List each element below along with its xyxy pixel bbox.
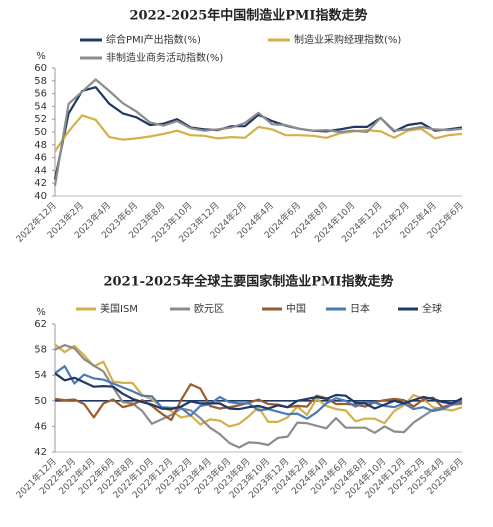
y-tick-label: 48 — [34, 140, 47, 151]
y-tick-label: 54 — [34, 101, 47, 112]
chart-title: 2021-2025年全球主要国家制造业PMI指数走势 — [103, 274, 393, 290]
y-tick-label: 58 — [34, 345, 47, 356]
y-tick-label: 52 — [34, 114, 47, 125]
series-line — [54, 114, 463, 152]
series-line — [53, 78, 463, 186]
y-tick-label: 42 — [34, 447, 47, 458]
series-line — [54, 343, 463, 428]
y-tick-label: 46 — [34, 421, 47, 432]
legend-label: 综合PMI产出指数(%) — [106, 33, 201, 46]
y-tick-label: 54 — [34, 370, 47, 381]
series-line — [54, 372, 463, 411]
y-tick-label: 50 — [34, 396, 47, 407]
legend-label: 欧元区 — [194, 303, 224, 315]
legend-label: 全球 — [422, 302, 442, 315]
legend-label: 日本 — [350, 302, 370, 315]
legend-label: 美国ISM — [100, 302, 138, 315]
legend-label: 中国 — [286, 302, 306, 315]
y-tick-label: 60 — [34, 63, 47, 74]
series-line — [54, 365, 463, 420]
y-tick-label: 42 — [34, 178, 47, 189]
y-tick-label: 62 — [34, 319, 47, 330]
series-line — [54, 383, 463, 422]
y-tick-label: 46 — [34, 153, 47, 164]
y-tick-label: 58 — [34, 76, 47, 87]
y-axis-unit: % — [36, 51, 46, 62]
y-tick-label: 44 — [34, 165, 47, 176]
y-axis-unit: % — [36, 307, 46, 318]
series-line — [54, 344, 463, 449]
y-tick-label: 50 — [34, 127, 47, 138]
y-tick-label: 56 — [34, 89, 47, 100]
chart-title: 2022-2025年中国制造业PMI指数走势 — [129, 8, 367, 24]
legend-label: 制造业采购经理指数(%) — [294, 33, 401, 46]
y-tick-label: 40 — [34, 191, 47, 202]
legend-label: 非制造业商务活动指数(%) — [106, 51, 223, 64]
